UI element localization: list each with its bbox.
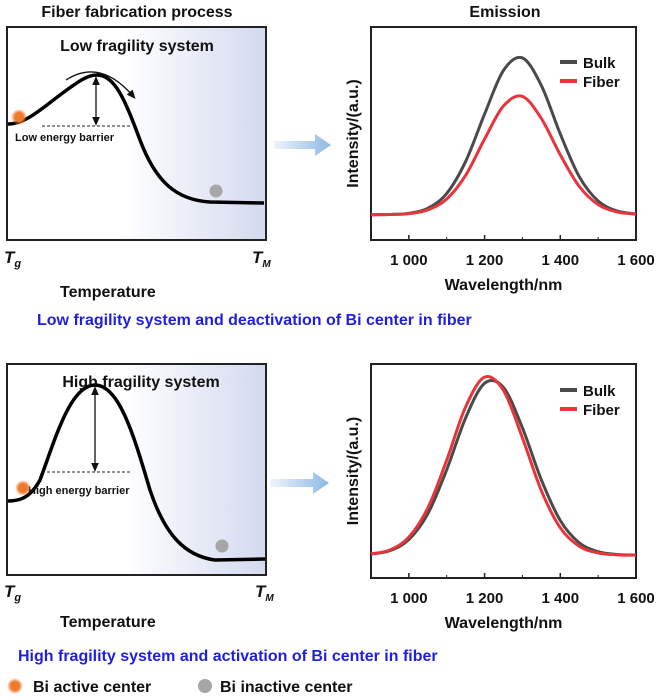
left-header: Fiber fabrication process	[41, 4, 232, 21]
x-tick-label: 1 000	[390, 590, 428, 607]
x-tick-label: 1 600	[617, 590, 655, 607]
series-line-fiber	[370, 94, 637, 217]
tm-label: TM	[255, 582, 274, 604]
right-arrow-icon	[270, 472, 329, 494]
legend-label-bulk: Bulk	[583, 383, 616, 400]
caption-low-fragility: Low fragility system and deactivation of…	[37, 312, 472, 329]
tg-label: Tg	[4, 248, 21, 270]
legend-label-fiber: Fiber	[583, 402, 620, 419]
series-line-bulk	[370, 378, 637, 557]
energy-curve	[7, 383, 266, 562]
x-tick-label: 1 200	[466, 590, 504, 607]
bi-inactive-center-dot	[215, 539, 229, 553]
legend-label-fiber: Fiber	[583, 74, 620, 91]
temperature-label: Temperature	[60, 284, 156, 301]
x-tick-label: 1 200	[466, 252, 504, 269]
tm-label: TM	[252, 248, 271, 270]
barrier-label: Low energy barrier	[15, 132, 115, 144]
legend-label-bulk: Bulk	[583, 55, 616, 72]
barrier-label: High energy barrier	[28, 485, 130, 497]
bi-inactive-center-dot	[209, 184, 223, 198]
caption-high-fragility: High fragility system and activation of …	[18, 648, 438, 665]
system-title: Low fragility system	[60, 38, 214, 55]
high-fragility-schematic: High fragility system High energy barrie…	[6, 363, 267, 576]
bi-active-center-icon	[7, 678, 23, 694]
bi-center-legend: Bi active center Bi inactive center	[7, 678, 353, 696]
x-axis-label: Wavelength/nm	[445, 615, 563, 632]
plot-frame	[370, 363, 637, 579]
energy-curve	[7, 73, 265, 205]
legend-active-label: Bi active center	[33, 679, 151, 696]
legend-inactive-label: Bi inactive center	[220, 679, 353, 696]
y-axis-label: Intensity/(a.u.)	[345, 417, 362, 525]
bi-active-center-dot	[11, 109, 27, 125]
transition-curved-arrow	[65, 71, 136, 99]
emission-chart-2: 1 000 1 200 1 400 1 600 Wavelength/nm Intensi…	[345, 363, 655, 632]
low-fragility-schematic: Low fragility system Low energy barrier	[6, 26, 267, 241]
tg-label: Tg	[4, 582, 21, 604]
plot-frame	[370, 26, 637, 241]
emission-chart-1: 1 000 1 200 1 400 1 600 Wavelength/nm Intensi…	[345, 26, 655, 294]
right-header: Emission	[469, 4, 540, 21]
right-arrow-icon	[274, 134, 331, 156]
x-tick-label: 1 400	[542, 252, 580, 269]
bi-inactive-center-icon	[198, 679, 212, 693]
x-tick-label: 1 400	[542, 590, 580, 607]
bi-active-center-dot	[15, 480, 31, 496]
x-tick-label: 1 600	[617, 252, 655, 269]
series-line-fiber	[370, 375, 637, 557]
temperature-label: Temperature	[60, 614, 156, 631]
y-axis-label: Intensity/(a.u.)	[345, 79, 362, 187]
x-tick-label: 1 000	[390, 252, 428, 269]
x-axis-label: Wavelength/nm	[445, 277, 563, 294]
